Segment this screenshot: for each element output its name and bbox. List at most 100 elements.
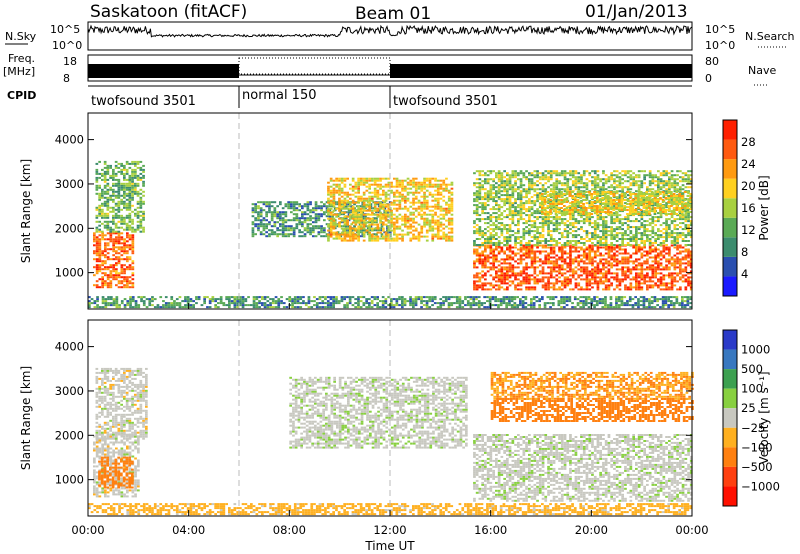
power-cell-4541 <box>517 178 520 181</box>
power-cell-3158 <box>506 278 509 281</box>
power-cell-2760 <box>420 183 424 186</box>
power-cell-2045 <box>386 229 389 232</box>
power-cell-3652 <box>596 246 600 249</box>
power-cell-1841 <box>336 231 340 234</box>
power-cell-710 <box>126 302 130 305</box>
power-cell-4484 <box>511 202 515 205</box>
power-cell-1489 <box>689 302 692 305</box>
power-cell-1213 <box>494 298 497 301</box>
power-cell-3774 <box>621 268 624 271</box>
power-cell-1127 <box>431 296 434 299</box>
power-cell-2290 <box>357 229 360 232</box>
power-cell-4909 <box>560 212 564 215</box>
power-cell-2695 <box>412 211 415 214</box>
power-cell-2706 <box>412 179 415 182</box>
power-cell-3267 <box>525 250 528 253</box>
power-cell-1869 <box>342 207 345 210</box>
power-cell-4193 <box>478 214 482 217</box>
power-cell-1603 <box>279 233 282 236</box>
power-cell-558 <box>131 196 134 199</box>
power-cell-3742 <box>615 284 619 287</box>
power-cell-3246 <box>522 258 526 261</box>
power-cell-4400 <box>503 236 506 239</box>
power-cell-711 <box>126 300 130 303</box>
power-cell-196 <box>123 278 126 281</box>
power-cell-1285 <box>546 302 550 305</box>
power-cell-3589 <box>588 282 592 285</box>
power-cell-2170 <box>340 231 344 234</box>
power-cell-1288 <box>549 302 552 305</box>
power-cell-2835 <box>431 199 435 202</box>
power-cell-3209 <box>514 254 517 257</box>
power-cell-1646 <box>287 205 290 208</box>
power-cell-2146 <box>338 233 341 236</box>
power-cell-4103 <box>684 266 688 269</box>
power-cell-1951 <box>361 233 365 236</box>
power-cell-3879 <box>640 264 644 267</box>
power-cell-3130 <box>500 274 504 277</box>
power-cell-3176 <box>508 268 512 271</box>
power-cell-402 <box>112 182 115 185</box>
power-cell-671 <box>96 298 99 301</box>
power-cell-1351 <box>595 304 599 307</box>
power-cell-1236 <box>508 296 511 299</box>
power-cell-4717 <box>538 210 542 213</box>
power-cell-3988 <box>662 284 666 287</box>
power-cell-4769 <box>544 188 548 191</box>
power-cell-2528 <box>387 193 391 196</box>
power-cell-2751 <box>420 209 424 212</box>
power-cell-2049 <box>386 215 389 218</box>
power-cell-1104 <box>414 296 418 299</box>
power-cell-3936 <box>651 264 655 267</box>
power-cell-807 <box>203 296 206 299</box>
power-cell-3911 <box>646 252 649 255</box>
power-cell-921 <box>285 306 289 309</box>
power-cell-4774 <box>544 170 548 173</box>
power-cell-4182 <box>475 178 479 181</box>
power-cell-4669 <box>533 212 537 215</box>
power-cell-232 <box>128 280 132 283</box>
power-cell-2852 <box>434 199 437 202</box>
power-cell-4905 <box>560 222 564 225</box>
power-cell-2197 <box>343 211 347 214</box>
power-cell-3312 <box>533 260 537 263</box>
power-cell-1164 <box>458 296 462 299</box>
power-cell-3816 <box>629 278 633 281</box>
power-cell-105 <box>109 282 113 285</box>
power-cell-1766 <box>317 225 321 228</box>
power-cell-2302 <box>357 199 360 202</box>
power-cell-4533 <box>517 206 520 209</box>
power-cell-2084 <box>329 235 333 238</box>
power-cell-1473 <box>681 306 684 309</box>
power-cell-1386 <box>617 296 621 299</box>
power-cell-3676 <box>602 262 605 265</box>
power-cell-2653 <box>406 227 410 230</box>
power-cell-3806 <box>626 266 630 269</box>
power-cell-3074 <box>489 256 493 259</box>
power-cell-1937 <box>355 201 359 204</box>
power-cell-1231 <box>505 296 508 299</box>
power-cell-1261 <box>524 298 528 301</box>
power-cell-2309 <box>357 183 360 186</box>
power-cell-4089 <box>681 270 685 273</box>
power-cell-944 <box>299 298 303 301</box>
power-cell-3360 <box>544 260 548 263</box>
power-cell-1931 <box>355 217 359 220</box>
power-cell-1544 <box>262 217 266 220</box>
power-cell-3937 <box>651 260 655 263</box>
power-cell-2972 <box>450 201 454 204</box>
power-cell-1154 <box>455 306 459 309</box>
power-cell-1623 <box>281 217 285 220</box>
power-cell-84 <box>104 242 107 245</box>
power-cell-4465 <box>508 188 512 191</box>
power-cell-1417 <box>642 304 646 307</box>
power-cell-320 <box>101 168 104 171</box>
power-cell-2979 <box>450 181 454 184</box>
power-cell-1141 <box>444 300 448 303</box>
power-cell-2981 <box>473 286 476 289</box>
power-cell-484 <box>123 194 126 197</box>
power-cell-2839 <box>431 183 435 186</box>
power-cell-2602 <box>398 205 402 208</box>
power-cell-2732 <box>417 213 421 216</box>
power-cell-2963 <box>450 223 454 226</box>
